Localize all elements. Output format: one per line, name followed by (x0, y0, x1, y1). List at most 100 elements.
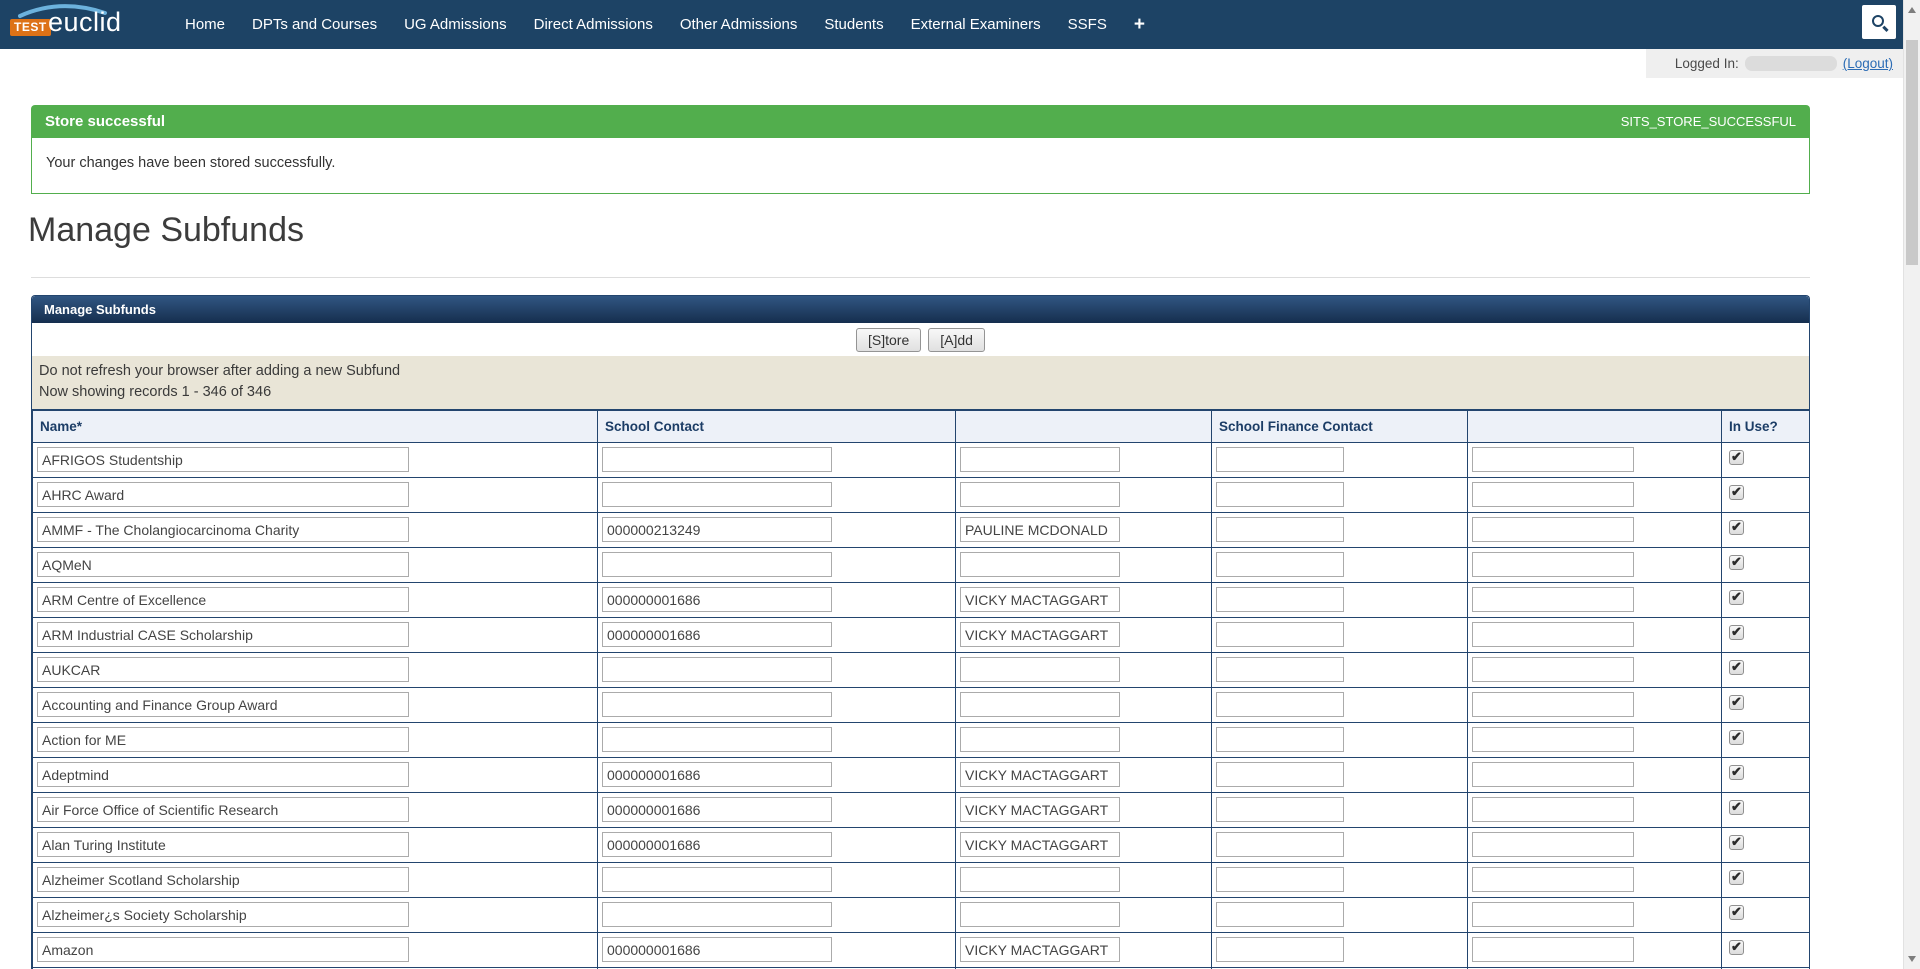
finance-contact-input[interactable] (1216, 552, 1344, 578)
logout-link[interactable]: (Logout) (1842, 56, 1893, 71)
finance-contact-input[interactable] (1216, 937, 1344, 963)
school-contact-input[interactable] (602, 727, 832, 753)
finance-contact-input[interactable] (1216, 587, 1344, 613)
in-use-checkbox[interactable] (1729, 624, 1744, 640)
school-contact-name-input[interactable] (960, 482, 1120, 508)
school-contact-name-input[interactable] (960, 587, 1120, 613)
school-contact-name-input[interactable] (960, 657, 1120, 683)
school-contact-name-input[interactable] (960, 727, 1120, 753)
school-contact-name-input[interactable] (960, 622, 1120, 648)
school-contact-name-input[interactable] (960, 692, 1120, 718)
in-use-checkbox[interactable] (1729, 449, 1744, 465)
nav-item-direct-admissions[interactable]: Direct Admissions (533, 16, 653, 33)
scrollbar-down-arrow-icon[interactable] (1908, 956, 1916, 962)
finance-contact-name-input[interactable] (1472, 867, 1634, 893)
finance-contact-input[interactable] (1216, 902, 1344, 928)
in-use-checkbox[interactable] (1729, 659, 1744, 675)
school-contact-input[interactable] (602, 587, 832, 613)
school-contact-input[interactable] (602, 867, 832, 893)
in-use-checkbox[interactable] (1729, 939, 1744, 955)
nav-plus-icon[interactable]: + (1133, 13, 1145, 35)
school-contact-input[interactable] (602, 622, 832, 648)
nav-item-ssfs[interactable]: SSFS (1067, 16, 1107, 33)
name-input[interactable] (37, 552, 409, 578)
nav-item-ug-admissions[interactable]: UG Admissions (404, 16, 507, 33)
finance-contact-name-input[interactable] (1472, 762, 1634, 788)
finance-contact-name-input[interactable] (1472, 482, 1634, 508)
nav-item-students[interactable]: Students (824, 16, 884, 33)
finance-contact-input[interactable] (1216, 482, 1344, 508)
finance-contact-input[interactable] (1216, 832, 1344, 858)
finance-contact-name-input[interactable] (1472, 552, 1634, 578)
school-contact-input[interactable] (602, 902, 832, 928)
finance-contact-name-input[interactable] (1472, 657, 1634, 683)
school-contact-input[interactable] (602, 517, 832, 543)
scrollbar-up-arrow-icon[interactable] (1908, 7, 1916, 13)
name-input[interactable] (37, 447, 409, 473)
in-use-checkbox[interactable] (1729, 834, 1744, 850)
school-contact-input[interactable] (602, 482, 832, 508)
finance-contact-name-input[interactable] (1472, 622, 1634, 648)
finance-contact-name-input[interactable] (1472, 832, 1634, 858)
school-contact-name-input[interactable] (960, 937, 1120, 963)
finance-contact-input[interactable] (1216, 447, 1344, 473)
store-button[interactable]: [S]tore (856, 327, 922, 352)
finance-contact-name-input[interactable] (1472, 517, 1634, 543)
name-input[interactable] (37, 867, 409, 893)
search-button[interactable] (1862, 5, 1896, 39)
nav-item-other-admissions[interactable]: Other Admissions (679, 16, 798, 33)
name-input[interactable] (37, 937, 409, 963)
euclid-logo[interactable]: TEST euclid (10, 0, 160, 49)
name-input[interactable] (37, 622, 409, 648)
school-contact-name-input[interactable] (960, 832, 1120, 858)
school-contact-input[interactable] (602, 447, 832, 473)
school-contact-name-input[interactable] (960, 552, 1120, 578)
finance-contact-input[interactable] (1216, 657, 1344, 683)
name-input[interactable] (37, 797, 409, 823)
school-contact-input[interactable] (602, 832, 832, 858)
nav-item-external-examiners[interactable]: External Examiners (910, 16, 1041, 33)
finance-contact-input[interactable] (1216, 517, 1344, 543)
school-contact-input[interactable] (602, 692, 832, 718)
in-use-checkbox[interactable] (1729, 694, 1744, 710)
school-contact-name-input[interactable] (960, 762, 1120, 788)
school-contact-input[interactable] (602, 762, 832, 788)
name-input[interactable] (37, 657, 409, 683)
add-button[interactable]: [A]dd (928, 327, 985, 352)
school-contact-input[interactable] (602, 797, 832, 823)
name-input[interactable] (37, 902, 409, 928)
in-use-checkbox[interactable] (1729, 589, 1744, 605)
in-use-checkbox[interactable] (1729, 764, 1744, 780)
school-contact-input[interactable] (602, 552, 832, 578)
nav-item-home[interactable]: Home (185, 16, 226, 33)
in-use-checkbox[interactable] (1729, 484, 1744, 500)
finance-contact-input[interactable] (1216, 692, 1344, 718)
in-use-checkbox[interactable] (1729, 869, 1744, 885)
in-use-checkbox[interactable] (1729, 519, 1744, 535)
name-input[interactable] (37, 587, 409, 613)
school-contact-name-input[interactable] (960, 867, 1120, 893)
name-input[interactable] (37, 832, 409, 858)
in-use-checkbox[interactable] (1729, 554, 1744, 570)
finance-contact-name-input[interactable] (1472, 447, 1634, 473)
nav-item-dpts-and-courses[interactable]: DPTs and Courses (252, 16, 378, 33)
vertical-scrollbar[interactable] (1903, 0, 1920, 969)
in-use-checkbox[interactable] (1729, 799, 1744, 815)
finance-contact-name-input[interactable] (1472, 937, 1634, 963)
finance-contact-input[interactable] (1216, 762, 1344, 788)
school-contact-name-input[interactable] (960, 447, 1120, 473)
finance-contact-input[interactable] (1216, 797, 1344, 823)
school-contact-name-input[interactable] (960, 902, 1120, 928)
name-input[interactable] (37, 727, 409, 753)
finance-contact-name-input[interactable] (1472, 587, 1634, 613)
name-input[interactable] (37, 482, 409, 508)
finance-contact-name-input[interactable] (1472, 727, 1634, 753)
name-input[interactable] (37, 762, 409, 788)
school-contact-name-input[interactable] (960, 797, 1120, 823)
school-contact-input[interactable] (602, 657, 832, 683)
in-use-checkbox[interactable] (1729, 904, 1744, 920)
in-use-checkbox[interactable] (1729, 729, 1744, 745)
finance-contact-input[interactable] (1216, 727, 1344, 753)
finance-contact-input[interactable] (1216, 867, 1344, 893)
finance-contact-name-input[interactable] (1472, 902, 1634, 928)
